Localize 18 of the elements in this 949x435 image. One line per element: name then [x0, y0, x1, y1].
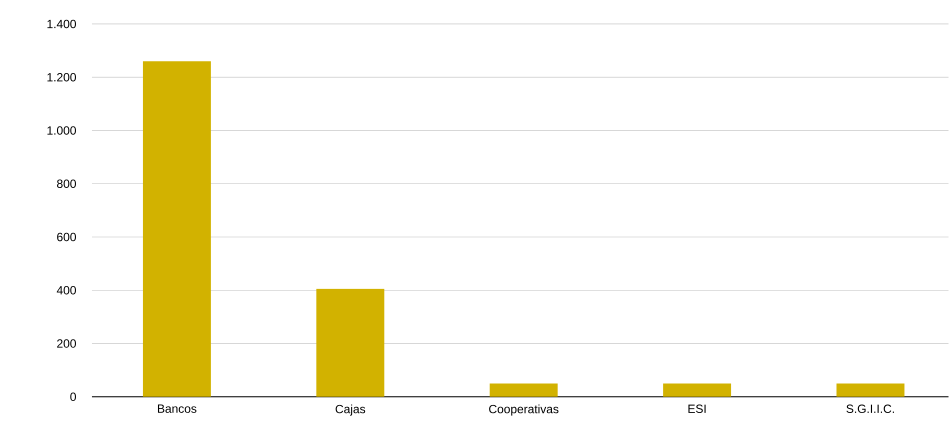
x-tick-label: ESI: [688, 404, 706, 414]
y-tick-label: 200: [57, 339, 76, 348]
y-tick-label: 600: [57, 232, 76, 242]
y-tick-label: 1.400: [47, 20, 76, 28]
y-tick-label: 400: [56, 286, 76, 295]
y-tick-label: 800: [57, 180, 76, 188]
bar: [316, 289, 384, 397]
x-tick-label: S.G.I.I.C.: [846, 404, 894, 414]
x-tick-label: Cajas: [336, 404, 366, 416]
x-tick-label: Cooperativas: [489, 404, 558, 416]
bar: [663, 384, 732, 397]
y-tick-label: 0: [70, 392, 76, 402]
bar: [836, 384, 904, 397]
x-tick-label: Bancos: [158, 404, 196, 413]
y-tick-label: 1.200: [47, 73, 76, 82]
bar: [490, 384, 558, 397]
y-tick-label: 1.000: [47, 126, 76, 135]
bar: [142, 61, 211, 397]
